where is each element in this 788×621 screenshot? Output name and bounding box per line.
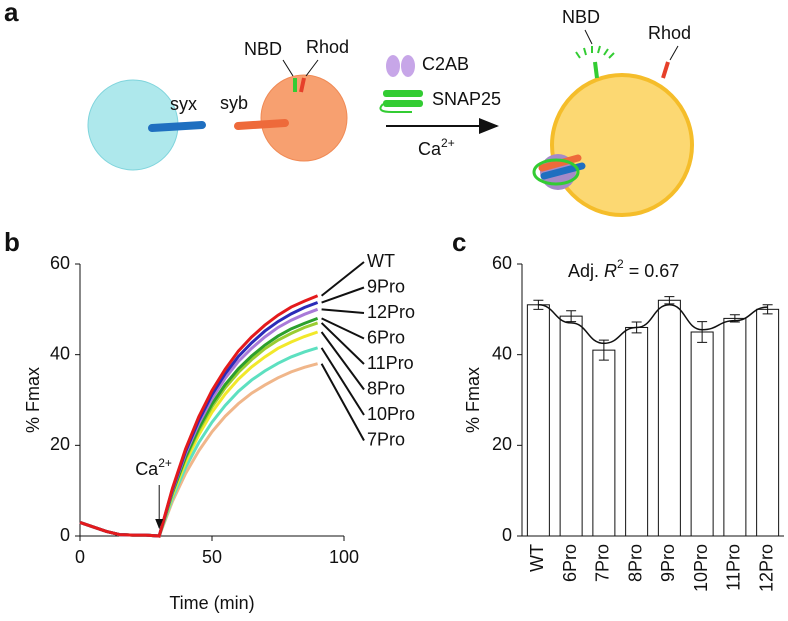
legend-label: WT [367, 251, 395, 271]
leader [320, 347, 365, 416]
syb-protein [234, 119, 289, 130]
complex [532, 158, 580, 186]
annotation: Ca [135, 459, 159, 479]
annotation: Adj. [568, 261, 604, 281]
label: NBD [562, 7, 600, 27]
fused-vesicle [550, 73, 694, 217]
rhod-marker [661, 61, 670, 79]
leader [321, 308, 365, 314]
snap25-icon [383, 90, 423, 97]
x-tick-label: 50 [202, 547, 222, 567]
error-bar [762, 304, 773, 315]
x-tick-label: 8Pro [625, 544, 645, 582]
y-tick-label: 60 [50, 253, 70, 273]
panel-label: c [452, 227, 466, 257]
error-bar [697, 321, 708, 343]
vesicle [260, 74, 348, 162]
y-axis-label: % Fmax [23, 367, 43, 433]
label: Rhod [648, 23, 691, 43]
x-tick-label: 0 [75, 547, 85, 567]
y-tick-label: 20 [50, 434, 70, 454]
label: Rhod [306, 37, 349, 57]
legend-label: 7Pro [367, 429, 405, 449]
x-tick-label: 12Pro [756, 544, 776, 592]
x-tick-label: WT [527, 544, 547, 572]
label: syb [220, 93, 248, 113]
x-tick-label: 6Pro [560, 544, 580, 582]
leader [320, 331, 365, 391]
label: Ca2+ [418, 136, 455, 159]
leader [320, 363, 365, 441]
c2ab-icon [386, 55, 400, 77]
leader [584, 29, 593, 45]
line-series [79, 294, 319, 538]
syx-protein [148, 121, 206, 132]
legend-label: 6Pro [367, 327, 405, 347]
line-series [79, 362, 318, 538]
nbd-glow [575, 45, 615, 59]
leader [282, 59, 294, 77]
bar [559, 315, 583, 537]
bar [657, 299, 681, 537]
x-tick-label: 9Pro [658, 544, 678, 582]
leader [320, 261, 365, 297]
y-tick-label: 0 [502, 525, 512, 545]
legend-label: 11Pro [367, 353, 414, 373]
annotation: R [604, 261, 617, 281]
leader [305, 59, 319, 77]
bar [723, 317, 747, 537]
label: Ca [418, 139, 442, 159]
annotation: Ca2+ [135, 456, 172, 479]
y-axis-label: % Fmax [463, 367, 483, 433]
label: C2AB [422, 54, 469, 74]
fit-curve [538, 304, 768, 345]
bar [690, 331, 714, 537]
nbd-marker [593, 61, 599, 79]
x-axis-label: Time (min) [169, 593, 254, 613]
annotation: Adj. R2 = 0.67 [568, 257, 679, 281]
y-tick-label: 0 [60, 525, 70, 545]
x-tick-label: 100 [329, 547, 359, 567]
legend-label: 10Pro [367, 404, 415, 424]
y-tick-label: 20 [492, 434, 512, 454]
label: 2+ [441, 136, 455, 150]
label: syx [170, 94, 197, 114]
leader [669, 45, 679, 61]
legend-label: 9Pro [367, 276, 405, 296]
legend-label: 12Pro [367, 302, 415, 322]
y-tick-label: 60 [492, 253, 512, 273]
bar [756, 308, 780, 537]
x-tick-label: 7Pro [593, 544, 613, 582]
complex [538, 154, 582, 172]
snap25-icon [383, 100, 423, 107]
annotation: = 0.67 [624, 261, 680, 281]
c2ab-icon [401, 55, 415, 77]
label: NBD [244, 39, 282, 59]
snap25-icon [379, 103, 412, 113]
panel-label: b [4, 227, 20, 257]
leader [321, 317, 365, 340]
leader [321, 286, 365, 304]
bar [592, 349, 616, 537]
y-tick-label: 40 [492, 343, 512, 363]
x-tick-label: 11Pro [724, 544, 744, 591]
error-bar [566, 310, 577, 323]
label: SNAP25 [432, 89, 501, 109]
annotation: 2 [617, 257, 624, 271]
bar [526, 304, 550, 537]
x-tick-label: 10Pro [691, 544, 711, 592]
diagram: syx syb NBD Rhod C2AB SNAP25 Ca2+ NBD Rh… [87, 7, 694, 217]
y-tick-label: 40 [50, 343, 70, 363]
leader [320, 322, 365, 365]
panel-label: a [4, 0, 19, 27]
legend-label: 8Pro [367, 378, 405, 398]
error-bar [664, 296, 675, 305]
rhod-marker [299, 77, 306, 93]
annotation: 2+ [158, 456, 172, 470]
bar [625, 326, 649, 537]
